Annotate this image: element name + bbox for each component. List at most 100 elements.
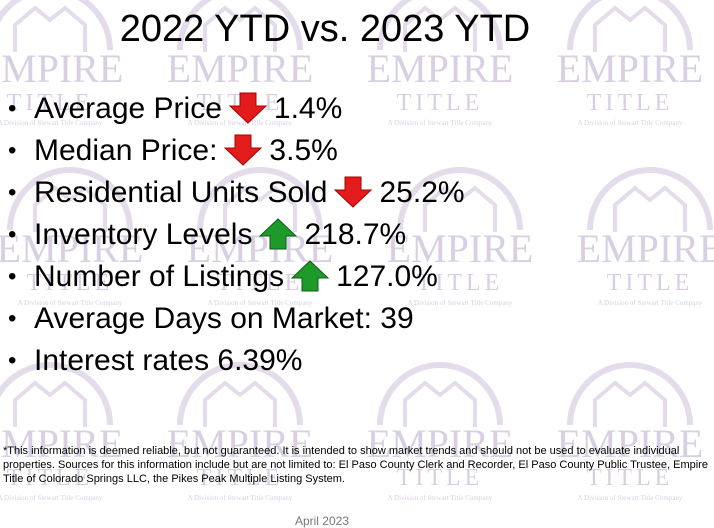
logo-arch: [397, 167, 523, 231]
bullet-item: • Number of Listings 127.0%: [0, 256, 465, 298]
logo-house: [33, 185, 107, 232]
logo-name: EMPIRE: [0, 46, 123, 91]
logo-house: [203, 380, 277, 427]
logo-sub: TITLE: [7, 90, 94, 116]
logo-house: [203, 5, 277, 52]
bullet-item: • Residential Units Sold 25.2%: [0, 172, 465, 214]
logo-arch: [7, 167, 133, 231]
logo-tagline: A Division of Stewart Title Company: [0, 119, 103, 127]
logo-arch: [567, 362, 693, 426]
bullet-list: • Average Price 1.4% • Median Price: 3.5% • Res…: [0, 88, 465, 382]
arrow-up: [290, 260, 330, 292]
logo-house: [593, 380, 667, 427]
logo-name: EMPIRE: [367, 46, 514, 91]
bullet-dot: •: [8, 95, 17, 122]
bullet-label: Average Price: [34, 92, 222, 125]
logo-arch: [0, 362, 113, 426]
slide-title: 2022 YTD vs. 2023 YTD: [119, 8, 531, 50]
logo-tagline: A Division of Stewart Title Company: [598, 299, 703, 307]
logo-tagline: A Division of Stewart Title Company: [388, 494, 493, 502]
bullet-label: Number of Listings: [34, 260, 285, 293]
logo-sub: TITLE: [197, 465, 284, 491]
bullet-label: Median Price:: [34, 134, 218, 167]
bullet-label: Residential Units Sold: [34, 176, 328, 209]
logo-name: EMPIRE: [0, 421, 123, 466]
logo-arch: [587, 167, 713, 231]
arrow-down: [224, 134, 263, 166]
arrow-shape: [334, 176, 373, 208]
logo-name: EMPIRE: [557, 421, 704, 466]
bullet-value: 25.2%: [379, 176, 465, 209]
logo-name: EMPIRE: [167, 421, 314, 466]
logo-name: EMPIRE: [387, 226, 534, 271]
bullet-dot: •: [8, 179, 17, 206]
logo-sub: TITLE: [587, 90, 674, 116]
logo-tagline: A Division of Stewart Title Company: [188, 494, 293, 502]
logo-house: [593, 5, 667, 52]
logo-tagline: A Division of Stewart Title Company: [408, 299, 513, 307]
bullet-dot: •: [8, 347, 17, 374]
bullet-label: Interest rates 6.39%: [34, 344, 303, 377]
arrow-shape: [228, 92, 268, 124]
logo-tagline: A Division of Stewart Title Company: [18, 299, 123, 307]
logo-name: EMPIRE: [577, 226, 714, 271]
logo-house: [13, 5, 87, 52]
bullet-value: 1.4%: [273, 92, 343, 125]
logo-house: [423, 185, 497, 232]
bullet-value: 127.0%: [336, 260, 438, 293]
logo-house: [613, 185, 687, 232]
logo-tagline: A Division of Stewart Title Company: [578, 119, 683, 127]
arrow-shape: [290, 260, 330, 292]
logo-house: [403, 5, 477, 52]
bullet-item: • Average Days on Market: 39: [0, 298, 465, 340]
bullet-dot: •: [8, 263, 17, 290]
logo-house: [403, 380, 477, 427]
logo-sub: TITLE: [27, 270, 114, 296]
bullet-value: 3.5%: [269, 134, 338, 167]
bullet-label: Inventory Levels: [34, 218, 253, 251]
arrow-up: [259, 218, 298, 250]
logo-tagline: A Division of Stewart Title Company: [578, 494, 683, 502]
logo-house: [13, 380, 87, 427]
arrow-down: [228, 92, 268, 124]
date: April 2023: [294, 514, 350, 528]
logo-arch: [177, 362, 303, 426]
logo-sub: TITLE: [417, 270, 504, 296]
logo-tagline: A Division of Stewart Title Company: [188, 119, 293, 127]
logo-sub: TITLE: [397, 465, 484, 491]
arrow-down: [334, 176, 373, 208]
logo-name: EMPIRE: [367, 421, 514, 466]
logo-name: EMPIRE: [0, 226, 143, 271]
bullet-dot: •: [8, 221, 17, 248]
logo-arch: [377, 0, 503, 51]
logo-house: [223, 185, 297, 232]
footnote: *This information is deemed reliable, bu…: [3, 445, 708, 485]
arrow-shape: [259, 218, 298, 250]
logo-arch: [377, 362, 503, 426]
arrow-shape: [224, 134, 263, 166]
logo-sub: TITLE: [587, 465, 674, 491]
bullet-item: • Average Price 1.4%: [0, 88, 465, 130]
logo-arch: [177, 0, 303, 51]
bullet-value: 218.7%: [304, 218, 407, 251]
logo-name: EMPIRE: [167, 46, 314, 91]
logo-arch: [0, 0, 113, 51]
logo-tagline: A Division of Stewart Title Company: [388, 119, 493, 127]
logo-sub: TITLE: [217, 270, 304, 296]
logo-tagline: A Division of Stewart Title Company: [208, 299, 313, 307]
bullet-label: Average Days on Market: 39: [34, 302, 414, 335]
logo-arch: [567, 0, 693, 51]
logo-tagline: A Division of Stewart Title Company: [0, 494, 103, 502]
logo-arch: [197, 167, 323, 231]
bullet-dot: •: [8, 137, 17, 164]
